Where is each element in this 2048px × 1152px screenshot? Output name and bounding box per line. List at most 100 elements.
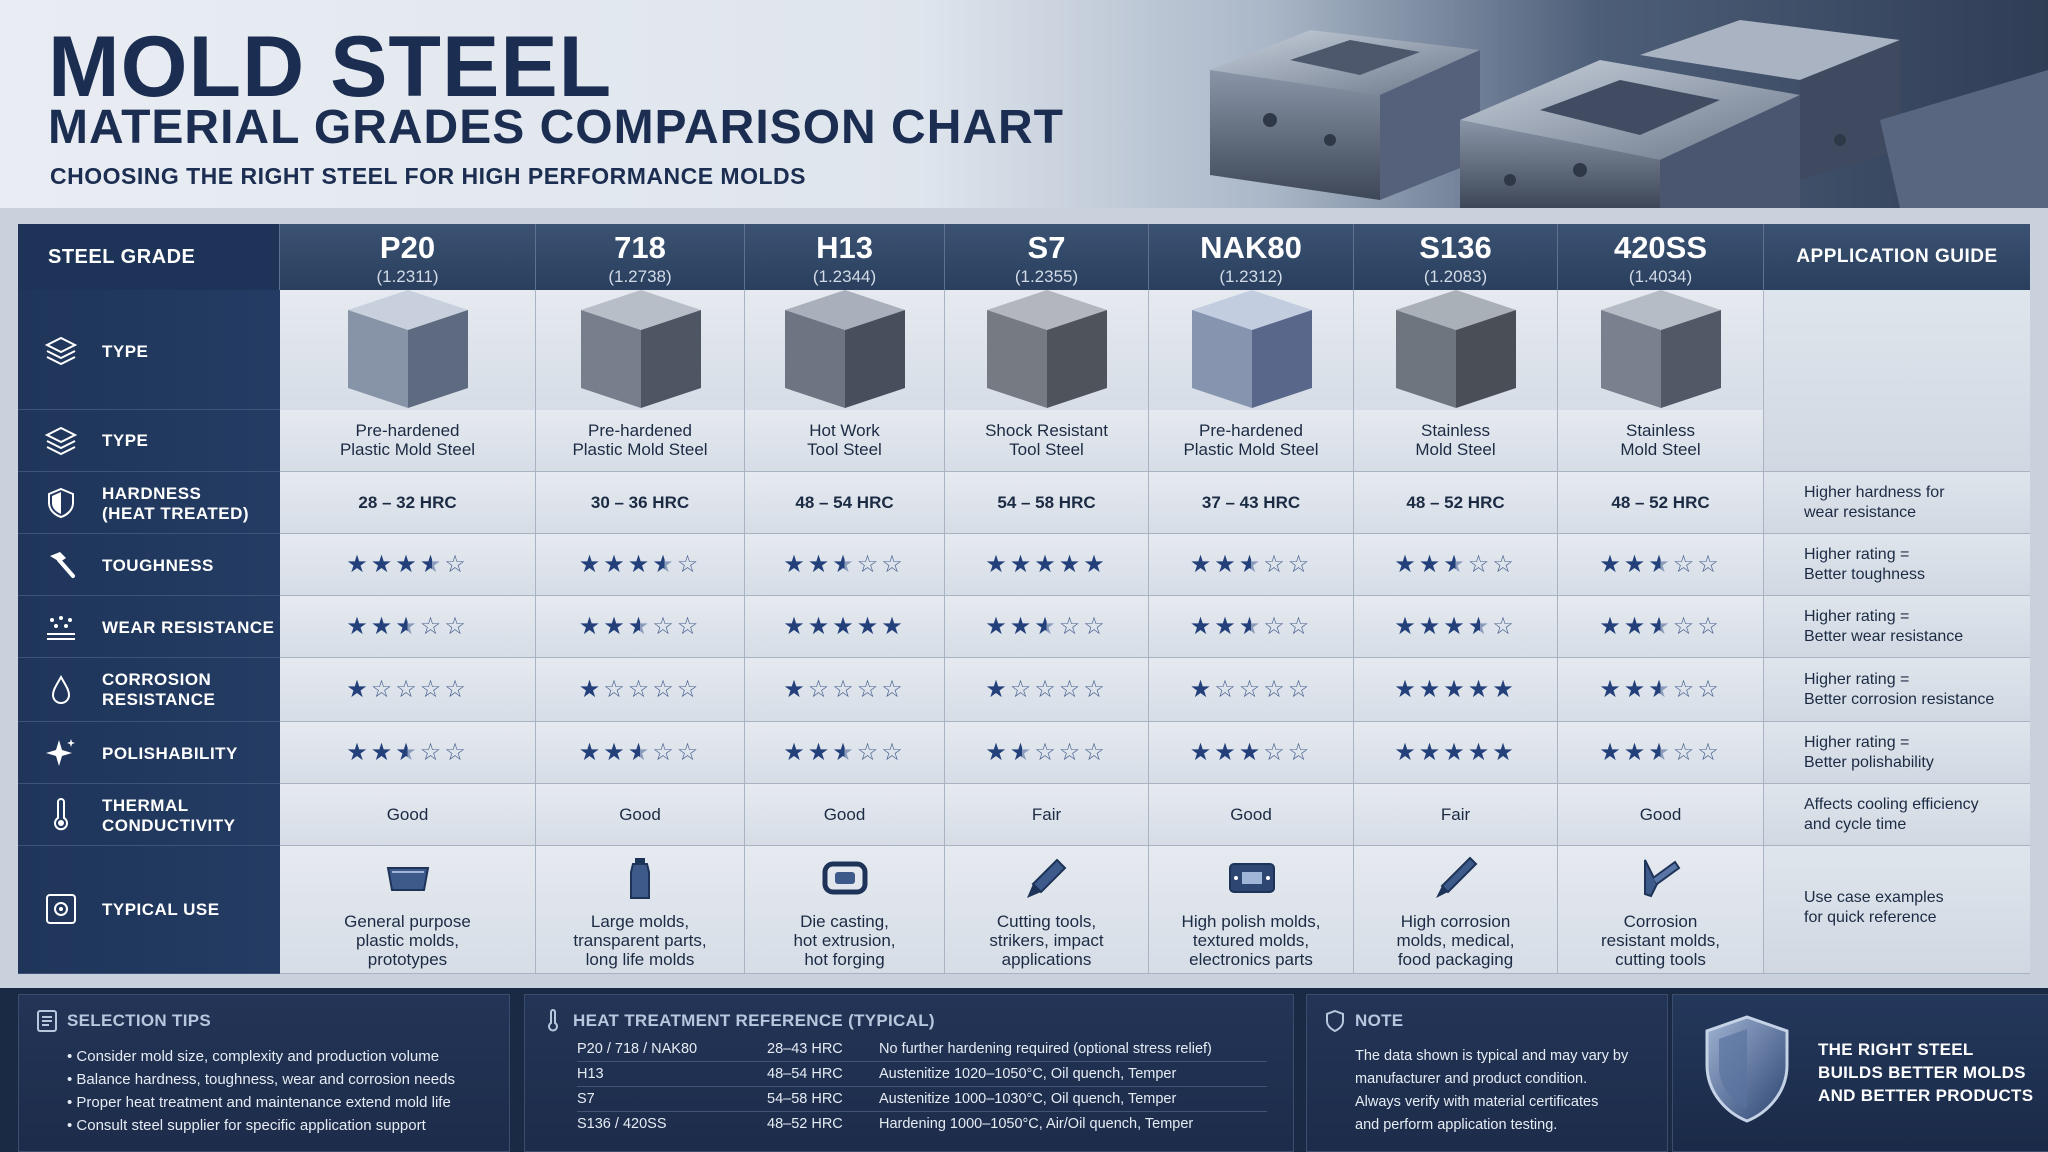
star-filled-icon: ★ [346, 739, 371, 766]
corrosion-rating-cell: ★☆☆☆☆ [280, 658, 536, 722]
thermal-cell: Good [280, 784, 536, 846]
type-text: Stainless Mold Steel [1558, 421, 1763, 459]
note-panel: NOTE The data shown is typical and may v… [1306, 994, 1668, 1152]
star-empty-icon: ☆ [1058, 613, 1084, 640]
star-filled-icon: ★ [1058, 551, 1084, 578]
row-label-line: CORROSION [102, 670, 212, 689]
star-half-icon: ★ [419, 551, 445, 578]
heat-row: H13 48–54 HRC Austenitize 1020–1050°C, Oil… [577, 1062, 1267, 1087]
polish-rating-cell: ★★★☆☆ [745, 722, 945, 784]
star-filled-icon: ★ [1189, 613, 1215, 640]
row-label-wear: WEAR RESISTANCE [18, 596, 280, 658]
heat-grade: H13 [577, 1066, 604, 1082]
grade-header-nak80: NAK80 (1.2312) [1149, 224, 1354, 290]
star-filled-icon: ★ [1599, 739, 1624, 766]
thermal-value: Good [386, 805, 429, 824]
use-line: Corrosion [1623, 912, 1698, 931]
star-empty-icon: ☆ [1263, 551, 1288, 578]
heat-grade: S7 [577, 1091, 595, 1107]
type-text: Pre-hardened Plastic Mold Steel [280, 421, 535, 459]
use-text: High corrosion molds, medical, food packag… [1354, 912, 1557, 969]
scalpel-icon [1436, 856, 1478, 898]
star-filled-icon: ★ [1394, 739, 1419, 766]
tip-item: • Consult steel supplier for specific ap… [67, 1117, 426, 1134]
star-filled-icon: ★ [603, 551, 628, 578]
grade-code: (1.2738) [608, 267, 672, 286]
guide-cell-type [1764, 290, 2030, 472]
typical-use-cell: Corrosion resistant molds, cutting tools [1558, 846, 1764, 974]
type-line: Plastic Mold Steel [572, 440, 708, 459]
use-line: cutting tools [1615, 950, 1706, 969]
star-half-icon: ★ [1034, 613, 1059, 640]
star-filled-icon: ★ [1394, 613, 1419, 640]
star-filled-icon: ★ [1189, 676, 1215, 703]
steel-cube-icon [785, 290, 905, 408]
star-empty-icon: ☆ [1492, 613, 1517, 640]
row-label-text: TYPE [102, 342, 149, 361]
star-empty-icon: ☆ [1697, 551, 1722, 578]
star-filled-icon: ★ [1418, 676, 1444, 703]
thermal-cell: Good [745, 784, 945, 846]
wear-rating-cell: ★★★☆☆ [280, 596, 536, 658]
corrosion-rating-cell: ★☆☆☆☆ [536, 658, 745, 722]
heat-grade: S136 / 420SS [577, 1116, 667, 1132]
type-text: Pre-hardened Plastic Mold Steel [536, 421, 744, 459]
use-line: Large molds, [590, 912, 690, 931]
heat-process: Hardening 1000–1050°C, Air/Oil quench, T… [879, 1116, 1194, 1132]
star-filled-icon: ★ [1189, 739, 1215, 766]
type-line: Mold Steel [1415, 440, 1496, 459]
toughness-rating-cell: ★★★★☆ [280, 534, 536, 596]
use-line: plastic molds, [356, 931, 459, 950]
grade-name: 718 [614, 230, 666, 265]
star-filled-icon: ★ [346, 613, 371, 640]
star-filled-icon: ★ [1034, 551, 1059, 578]
type-cell: Pre-hardened Plastic Mold Steel [280, 410, 536, 472]
thermometer-icon [548, 1009, 558, 1032]
star-empty-icon: ☆ [676, 551, 702, 578]
wear-rating-cell: ★★★☆☆ [536, 596, 745, 658]
star-empty-icon: ☆ [395, 676, 420, 703]
star-filled-icon: ★ [1214, 613, 1239, 640]
star-filled-icon: ★ [395, 551, 420, 578]
thermal-cell: Fair [945, 784, 1149, 846]
star-filled-icon: ★ [370, 551, 396, 578]
row-label-line: (HEAT TREATED) [102, 504, 250, 523]
star-empty-icon: ☆ [676, 613, 702, 640]
steel-cube-icon [348, 290, 468, 408]
grade-name: NAK80 [1200, 230, 1302, 265]
use-line: Cutting tools, [996, 912, 1097, 931]
star-filled-icon: ★ [346, 551, 371, 578]
star-rating: ★★★☆☆ [1558, 553, 1763, 577]
note-line: The data shown is typical and may vary b… [1355, 1048, 1629, 1064]
type-line: Shock Resistant [985, 421, 1108, 440]
slogan-text: THE RIGHT STEEL BUILDS BETTER MOLDS AND … [1818, 1038, 2033, 1107]
star-empty-icon: ☆ [1467, 551, 1493, 578]
type-line: Stainless [1626, 421, 1695, 440]
guide-cell-hardness: Higher hardness for wear resistance [1764, 472, 2030, 534]
star-filled-icon: ★ [1492, 676, 1517, 703]
row-label-use: TYPICAL USE [18, 846, 280, 974]
star-filled-icon: ★ [578, 739, 604, 766]
star-filled-icon: ★ [578, 613, 604, 640]
type-line: Plastic Mold Steel [339, 440, 476, 459]
star-rating: ★★★☆☆ [1558, 741, 1763, 765]
heat-row: P20 / 718 / NAK80 28–43 HRC No further har… [577, 1037, 1267, 1062]
grade-code: (1.2311) [376, 267, 439, 286]
hardness-value: 48 – 52 HRC [1611, 493, 1710, 512]
cutting-tool-icon [1644, 859, 1681, 898]
grade-header-h13: H13 (1.2344) [745, 224, 945, 290]
guide-cell-corrosion: Higher rating = Better corrosion resistan… [1764, 658, 2030, 722]
row-label-line: CONDUCTIVITY [102, 816, 236, 835]
star-half-icon: ★ [1648, 613, 1673, 640]
grade-name: S7 [1027, 230, 1066, 265]
star-empty-icon: ☆ [856, 551, 882, 578]
star-filled-icon: ★ [1418, 739, 1444, 766]
sparkle-icon [46, 739, 75, 766]
page-title: MOLD STEEL [48, 19, 613, 115]
thermal-cell: Good [536, 784, 745, 846]
star-empty-icon: ☆ [444, 613, 469, 640]
star-empty-icon: ☆ [1697, 739, 1722, 766]
row-label-line: THERMAL [102, 796, 189, 815]
type-cell: Pre-hardened Plastic Mold Steel [1149, 410, 1354, 472]
heat-grade: P20 / 718 / NAK80 [577, 1041, 698, 1057]
